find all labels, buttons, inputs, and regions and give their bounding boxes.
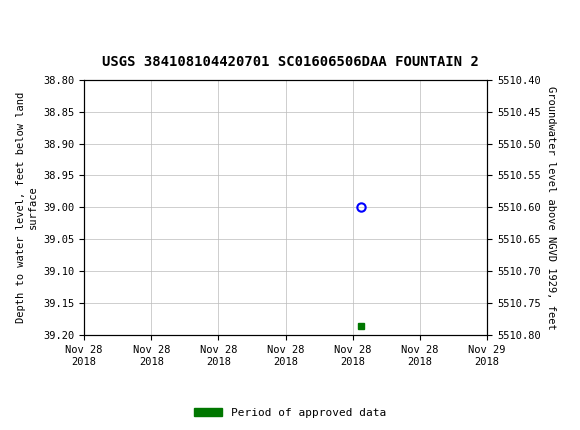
- Text: USGS 384108104420701 SC01606506DAA FOUNTAIN 2: USGS 384108104420701 SC01606506DAA FOUNT…: [102, 55, 478, 69]
- Y-axis label: Depth to water level, feet below land
surface: Depth to water level, feet below land su…: [16, 92, 38, 323]
- Y-axis label: Groundwater level above NGVD 1929, feet: Groundwater level above NGVD 1929, feet: [546, 86, 556, 329]
- Text: ☒ USGS: ☒ USGS: [9, 12, 74, 31]
- Legend: Period of approved data: Period of approved data: [190, 403, 390, 422]
